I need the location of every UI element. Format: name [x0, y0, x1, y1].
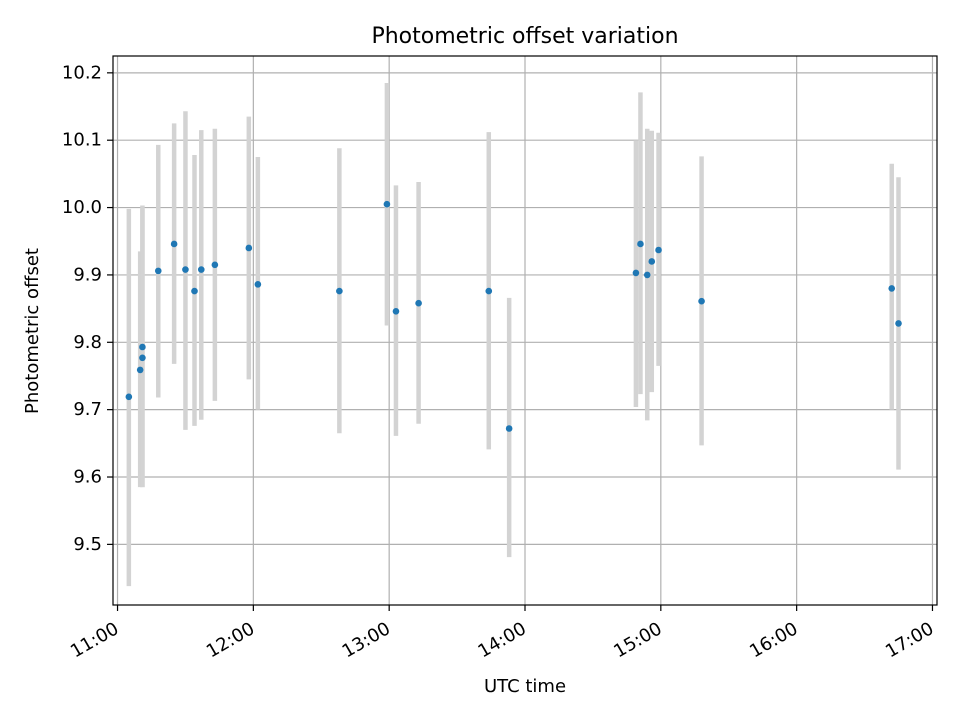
data-point: [485, 287, 493, 295]
data-point: [211, 261, 219, 269]
data-point: [125, 393, 133, 401]
data-point: [632, 269, 640, 277]
data-point: [655, 246, 662, 254]
y-tick-label: 9.8: [73, 332, 102, 353]
data-point: [139, 343, 146, 351]
data-point: [698, 297, 705, 305]
data-point: [383, 200, 391, 208]
grid-layer: [113, 56, 937, 605]
data-point: [197, 266, 205, 273]
data-point: [505, 425, 513, 432]
data-point: [392, 308, 400, 315]
data-point: [637, 240, 644, 248]
data-point: [170, 240, 178, 248]
point-layer: [125, 200, 902, 432]
data-point: [336, 287, 343, 295]
chart-title: Photometric offset variation: [371, 24, 678, 49]
data-point: [245, 244, 253, 252]
data-point: [648, 258, 656, 265]
data-point: [136, 366, 144, 374]
data-point: [154, 267, 162, 275]
y-tick-label: 9.9: [73, 264, 102, 285]
y-tick-label: 9.7: [73, 399, 102, 420]
data-point: [888, 285, 896, 292]
y-tick-label: 9.5: [73, 534, 102, 555]
data-point: [139, 354, 146, 362]
y-tick-label: 10.0: [62, 197, 102, 218]
y-axis-title: Photometric offset: [22, 248, 43, 414]
data-point: [643, 271, 651, 279]
y-tick-label: 10.2: [62, 62, 102, 83]
data-point: [191, 287, 198, 295]
y-tick-label: 10.1: [62, 130, 102, 151]
data-point: [254, 281, 262, 288]
data-point: [415, 299, 422, 307]
data-point: [182, 266, 189, 273]
x-axis-title: UTC time: [484, 676, 566, 697]
y-tick-label: 9.6: [73, 467, 102, 488]
data-point: [895, 320, 902, 327]
